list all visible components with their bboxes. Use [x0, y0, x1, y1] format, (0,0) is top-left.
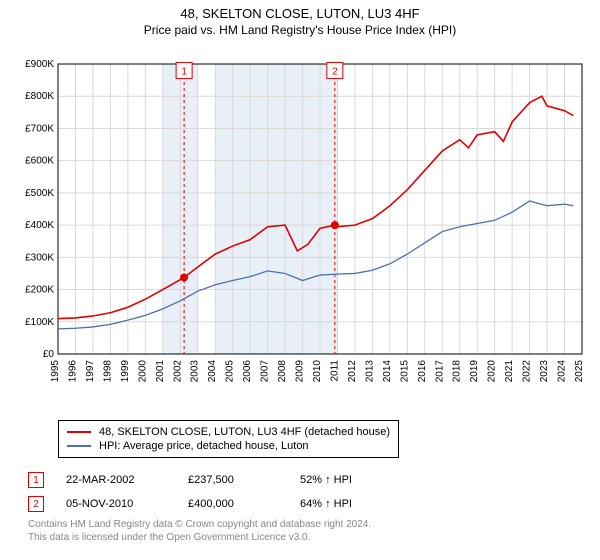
svg-text:£900K: £900K — [25, 59, 54, 70]
svg-text:2008: 2008 — [277, 360, 288, 383]
svg-text:1996: 1996 — [67, 360, 78, 383]
svg-text:2010: 2010 — [312, 360, 323, 383]
svg-text:£600K: £600K — [25, 156, 54, 167]
svg-text:1995: 1995 — [50, 360, 61, 383]
svg-text:2005: 2005 — [225, 360, 236, 383]
svg-text:2003: 2003 — [190, 360, 201, 383]
legend-label-property: 48, SKELTON CLOSE, LUTON, LU3 4HF (detac… — [99, 426, 390, 438]
svg-text:2002: 2002 — [172, 360, 183, 383]
chart-title: 48, SKELTON CLOSE, LUTON, LU3 4HF — [0, 0, 600, 21]
event-badge-1: 1 — [28, 472, 44, 488]
svg-text:£400K: £400K — [25, 220, 54, 231]
event-badge-2: 2 — [28, 496, 44, 512]
svg-text:2018: 2018 — [452, 360, 463, 383]
svg-text:2020: 2020 — [487, 360, 498, 383]
svg-text:2012: 2012 — [347, 360, 358, 383]
svg-text:2: 2 — [332, 66, 338, 77]
svg-text:2022: 2022 — [522, 360, 533, 383]
svg-text:1998: 1998 — [102, 360, 113, 383]
svg-text:2009: 2009 — [295, 360, 306, 383]
svg-text:1997: 1997 — [85, 360, 96, 383]
chart-plot: £0 £100K £200K £300K £400K £500K £600K £700K £80… — [10, 44, 590, 414]
svg-text:2007: 2007 — [260, 360, 271, 383]
event-delta-1: 52% ↑ HPI — [300, 474, 352, 486]
svg-text:2017: 2017 — [434, 360, 445, 383]
footer-line-1: Contains HM Land Registry data © Crown c… — [28, 518, 371, 531]
chart-svg: £0 £100K £200K £300K £400K £500K £600K £700K £80… — [10, 44, 590, 414]
svg-text:2011: 2011 — [329, 360, 340, 382]
svg-text:2000: 2000 — [137, 360, 148, 383]
svg-text:2001: 2001 — [155, 360, 166, 383]
event-row-2: 2 05-NOV-2010 £400,000 64% ↑ HPI — [28, 492, 352, 516]
svg-text:£0: £0 — [43, 349, 55, 360]
chart-container: 48, SKELTON CLOSE, LUTON, LU3 4HF Price … — [0, 0, 600, 560]
svg-text:2006: 2006 — [242, 360, 253, 383]
legend-row-property: 48, SKELTON CLOSE, LUTON, LU3 4HF (detac… — [67, 425, 390, 439]
footer-attribution: Contains HM Land Registry data © Crown c… — [28, 518, 371, 544]
svg-text:£100K: £100K — [25, 317, 54, 328]
svg-text:2004: 2004 — [207, 360, 218, 383]
legend-swatch-property — [67, 431, 91, 433]
svg-text:£800K: £800K — [25, 91, 54, 102]
svg-text:£200K: £200K — [25, 285, 54, 296]
chart-subtitle: Price paid vs. HM Land Registry's House … — [0, 21, 600, 37]
svg-text:2014: 2014 — [382, 360, 393, 383]
event-date-1: 22-MAR-2002 — [66, 474, 166, 486]
event-date-2: 05-NOV-2010 — [66, 498, 166, 510]
event-row-1: 1 22-MAR-2002 £237,500 52% ↑ HPI — [28, 468, 352, 492]
event-price-1: £237,500 — [188, 474, 278, 486]
svg-text:2025: 2025 — [574, 360, 585, 383]
legend-label-hpi: HPI: Average price, detached house, Luto… — [99, 440, 309, 452]
svg-text:2019: 2019 — [469, 360, 480, 383]
svg-text:2021: 2021 — [504, 360, 515, 383]
svg-text:1999: 1999 — [120, 360, 131, 383]
legend-swatch-hpi — [67, 445, 91, 447]
legend-box: 48, SKELTON CLOSE, LUTON, LU3 4HF (detac… — [58, 420, 399, 458]
svg-text:£700K: £700K — [25, 123, 54, 134]
svg-text:2023: 2023 — [539, 360, 550, 383]
svg-text:£500K: £500K — [25, 188, 54, 199]
svg-text:£300K: £300K — [25, 252, 54, 263]
footer-line-2: This data is licensed under the Open Gov… — [28, 531, 371, 544]
event-table: 1 22-MAR-2002 £237,500 52% ↑ HPI 2 05-NO… — [28, 468, 352, 516]
svg-text:2024: 2024 — [557, 360, 568, 383]
svg-text:2015: 2015 — [399, 360, 410, 383]
svg-text:2016: 2016 — [417, 360, 428, 383]
svg-text:1: 1 — [181, 66, 187, 77]
svg-text:2013: 2013 — [364, 360, 375, 383]
event-delta-2: 64% ↑ HPI — [300, 498, 352, 510]
event-price-2: £400,000 — [188, 498, 278, 510]
legend-row-hpi: HPI: Average price, detached house, Luto… — [67, 439, 390, 453]
